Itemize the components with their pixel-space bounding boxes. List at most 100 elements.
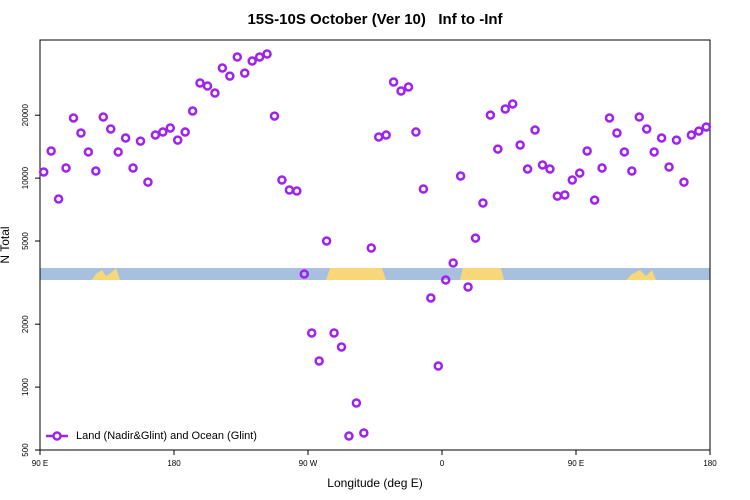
point	[217, 63, 228, 73]
point	[694, 126, 704, 136]
y-tick-label: 1000	[21, 378, 30, 396]
point	[448, 258, 458, 268]
point	[545, 164, 555, 174]
point	[537, 160, 548, 170]
point	[463, 282, 473, 292]
point	[344, 431, 354, 441]
point	[552, 191, 563, 201]
point	[225, 71, 235, 81]
point	[567, 175, 578, 185]
x-tick-label: 90 E	[32, 459, 48, 468]
point	[329, 328, 339, 338]
y-axis-label: N Total	[0, 226, 12, 263]
point	[247, 56, 257, 66]
point	[351, 398, 362, 408]
x-tick-label: 90 W	[299, 459, 318, 468]
point	[485, 110, 496, 120]
point	[53, 194, 64, 204]
point	[582, 146, 592, 156]
point	[336, 342, 347, 352]
point	[388, 77, 399, 87]
point	[210, 88, 220, 98]
point	[574, 168, 585, 178]
point	[284, 185, 295, 195]
x-tick-label: 180	[167, 459, 181, 468]
point	[105, 124, 116, 134]
point	[664, 162, 674, 172]
point	[627, 166, 637, 176]
point	[83, 147, 94, 157]
point	[686, 130, 697, 140]
point	[120, 133, 131, 143]
point	[299, 269, 310, 279]
point	[187, 106, 198, 116]
point	[641, 124, 652, 134]
point	[292, 186, 302, 196]
x-axis-label: Longitude (deg E)	[327, 476, 422, 490]
point	[396, 86, 406, 96]
land-ocean-strip	[40, 268, 710, 280]
point	[493, 144, 503, 154]
legend-marker	[52, 431, 62, 441]
point	[158, 127, 168, 137]
point	[530, 125, 540, 135]
point	[98, 112, 109, 122]
y-tick-label: 5000	[21, 232, 30, 250]
point	[426, 293, 436, 303]
point	[76, 128, 86, 138]
point	[671, 135, 682, 145]
point	[589, 195, 600, 205]
y-tick-label: 2000	[21, 315, 30, 333]
point	[634, 112, 645, 122]
point	[359, 428, 369, 438]
point	[254, 52, 265, 62]
point	[522, 164, 533, 174]
point	[150, 130, 161, 140]
point	[619, 147, 630, 157]
point	[507, 99, 518, 109]
x-tick-label: 90 E	[568, 459, 584, 468]
point	[604, 113, 615, 123]
point	[277, 175, 287, 185]
point	[180, 127, 190, 137]
point	[165, 123, 176, 133]
point	[113, 147, 123, 157]
x-tick-label: 180	[703, 459, 717, 468]
point	[612, 128, 622, 138]
point	[232, 52, 243, 62]
point	[649, 147, 659, 157]
point	[403, 82, 414, 92]
point	[135, 136, 146, 146]
point	[373, 132, 384, 142]
point	[679, 177, 689, 187]
point	[656, 133, 667, 143]
y-tick-label: 20000	[21, 104, 30, 127]
point	[239, 68, 250, 78]
point	[433, 361, 444, 371]
plot-frame	[39, 39, 711, 451]
point	[701, 122, 712, 132]
point	[91, 166, 101, 176]
legend-label: Land (Nadir&Glint) and Ocean (Glint)	[76, 430, 257, 442]
point	[269, 111, 280, 121]
point	[262, 49, 272, 59]
point	[597, 163, 607, 173]
point	[46, 146, 56, 156]
x-tick-label: 0	[440, 459, 445, 468]
point	[381, 130, 391, 140]
point	[202, 81, 213, 91]
point	[314, 356, 324, 366]
point	[500, 104, 511, 114]
point	[560, 190, 570, 200]
point	[143, 177, 153, 187]
point	[38, 167, 49, 177]
point	[68, 113, 79, 123]
chart-title: 15S-10S October (Ver 10) Inf to -Inf	[247, 11, 503, 28]
point	[172, 135, 183, 145]
point	[515, 140, 525, 150]
y-tick-label: 500	[21, 443, 30, 457]
point	[455, 171, 466, 181]
point	[306, 328, 317, 338]
point	[128, 163, 138, 173]
